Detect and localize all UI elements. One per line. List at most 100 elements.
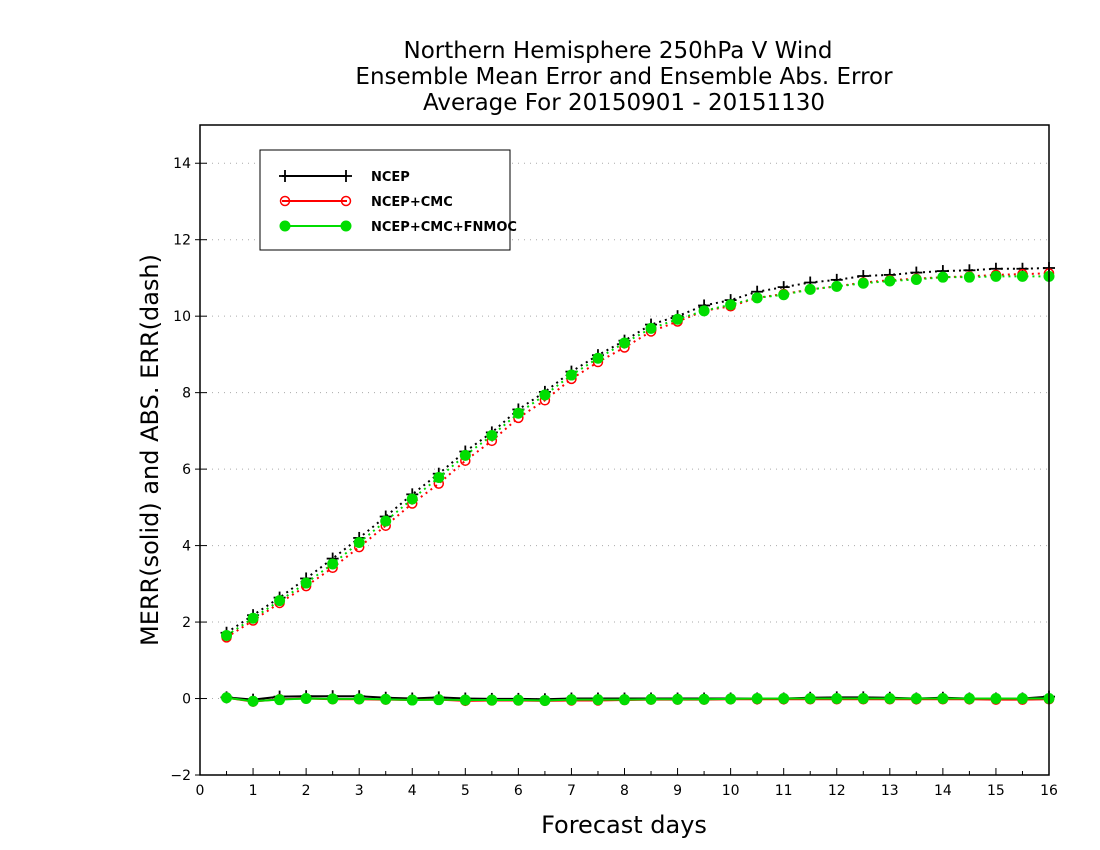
mean-err-point [300, 693, 312, 705]
legend-marker [340, 195, 352, 207]
x-tick-label: 9 [673, 783, 682, 799]
abs-err-point [778, 289, 790, 301]
mean-err-point [725, 693, 737, 705]
mean-err-point [645, 693, 657, 705]
x-tick-label: 13 [881, 783, 899, 799]
mean-err-point [672, 693, 684, 705]
legend-marker [279, 220, 291, 232]
x-tick-label: 8 [620, 783, 629, 799]
abs-err-point [221, 629, 233, 641]
x-tick-label: 7 [567, 783, 576, 799]
abs-err-point [459, 449, 471, 461]
abs-err-point [592, 352, 604, 364]
x-tick-label: 10 [722, 783, 740, 799]
legend-item: NCEP+CMC+FNMOC [279, 220, 517, 235]
mean-err-point [619, 694, 630, 706]
series-NCEP+CMC [221, 268, 1055, 707]
y-axis-label: MERR(solid) and ABS. ERR(dash) [136, 254, 164, 646]
abs-err-point [698, 305, 710, 317]
mean-err-point [592, 694, 604, 706]
mean-err-point [990, 693, 1002, 705]
abs-err-point [963, 271, 975, 283]
chart-title-line-2: Ensemble Mean Error and Ensemble Abs. Er… [355, 64, 893, 90]
y-axis: −2 0 2 4 6 8 10 12 14 [170, 156, 207, 784]
legend-marker [340, 220, 352, 232]
legend-item: NCEP [279, 170, 410, 185]
legend-marker [340, 170, 352, 182]
y-tick-label: 14 [173, 156, 191, 172]
abs-err-point [380, 515, 392, 527]
abs-err-point [672, 313, 684, 325]
series-NCEP [220, 262, 1055, 706]
mean-err-point [274, 694, 286, 706]
y-tick-label: −2 [170, 768, 191, 784]
mean-err-point [380, 693, 392, 705]
abs-err-point [645, 322, 657, 334]
abs-err-point [353, 537, 365, 549]
x-tick-label: 2 [302, 783, 311, 799]
chart-title: Northern Hemisphere 250hPa V Wind Ensemb… [355, 38, 893, 116]
mean-err-point [459, 694, 471, 706]
x-tick-label: 0 [196, 783, 205, 799]
x-tick-label: 1 [249, 783, 258, 799]
chart-title-line-1: Northern Hemisphere 250hPa V Wind [404, 38, 833, 64]
x-tick-label: 4 [408, 783, 417, 799]
mean-err-point [433, 694, 445, 706]
abs-err-line [225, 267, 1050, 634]
abs-err-point [406, 493, 418, 505]
mean-err-point [884, 693, 896, 705]
abs-err-point [937, 271, 949, 283]
series-layer [220, 262, 1055, 707]
x-tick-label: 15 [987, 783, 1005, 799]
abs-err-line [225, 272, 1050, 639]
mean-err-point [831, 693, 843, 705]
abs-err-point [831, 280, 843, 292]
x-axis-label: Forecast days [541, 811, 707, 839]
y-tick-label: 2 [182, 615, 191, 631]
mean-err-point [565, 694, 577, 706]
mean-err-point [221, 692, 233, 704]
mean-err-point [406, 694, 418, 706]
abs-err-point [804, 283, 816, 295]
x-tick-label: 6 [514, 783, 523, 799]
abs-err-point [751, 292, 763, 304]
mean-err-point [327, 693, 339, 705]
abs-err-point [910, 273, 922, 285]
abs-err-point [539, 389, 551, 401]
abs-err-point [725, 299, 737, 311]
y-tick-label: 8 [182, 386, 191, 402]
y-tick-label: 12 [173, 233, 191, 249]
legend-marker [279, 170, 291, 182]
mean-err-point [963, 693, 975, 705]
mean-err-point [486, 694, 498, 706]
x-tick-label: 11 [775, 783, 793, 799]
abs-err-point [565, 369, 577, 381]
legend-label: NCEP [371, 170, 410, 185]
series-NCEP+CMC+FNMOC [221, 270, 1055, 707]
abs-err-point [486, 429, 498, 441]
mean-err-point [539, 694, 551, 706]
x-tick-label: 14 [934, 783, 952, 799]
x-tick-label: 16 [1040, 783, 1058, 799]
x-tick-label: 12 [828, 783, 846, 799]
abs-err-point [274, 595, 286, 607]
legend-item: NCEP+CMC [279, 195, 453, 210]
abs-err-point [857, 277, 869, 289]
mean-err-point [910, 693, 922, 705]
grid [200, 162, 1049, 776]
abs-err-point [990, 270, 1002, 282]
abs-err-point [327, 558, 339, 570]
mean-err-point [247, 695, 259, 707]
y-tick-label: 10 [173, 309, 191, 325]
legend-label: NCEP+CMC+FNMOC [371, 220, 517, 235]
y-tick-label: 4 [182, 539, 191, 555]
legend-marker [279, 195, 291, 207]
abs-err-point [300, 577, 312, 589]
mean-err-point [1016, 693, 1028, 705]
abs-err-point [884, 275, 896, 287]
abs-err-point [619, 337, 630, 349]
legend-label: NCEP+CMC [371, 195, 453, 210]
mean-err-point [698, 693, 710, 705]
x-axis: 0 1 2 3 4 5 6 7 8 9 10 11 12 13 14 15 16 [196, 768, 1058, 799]
